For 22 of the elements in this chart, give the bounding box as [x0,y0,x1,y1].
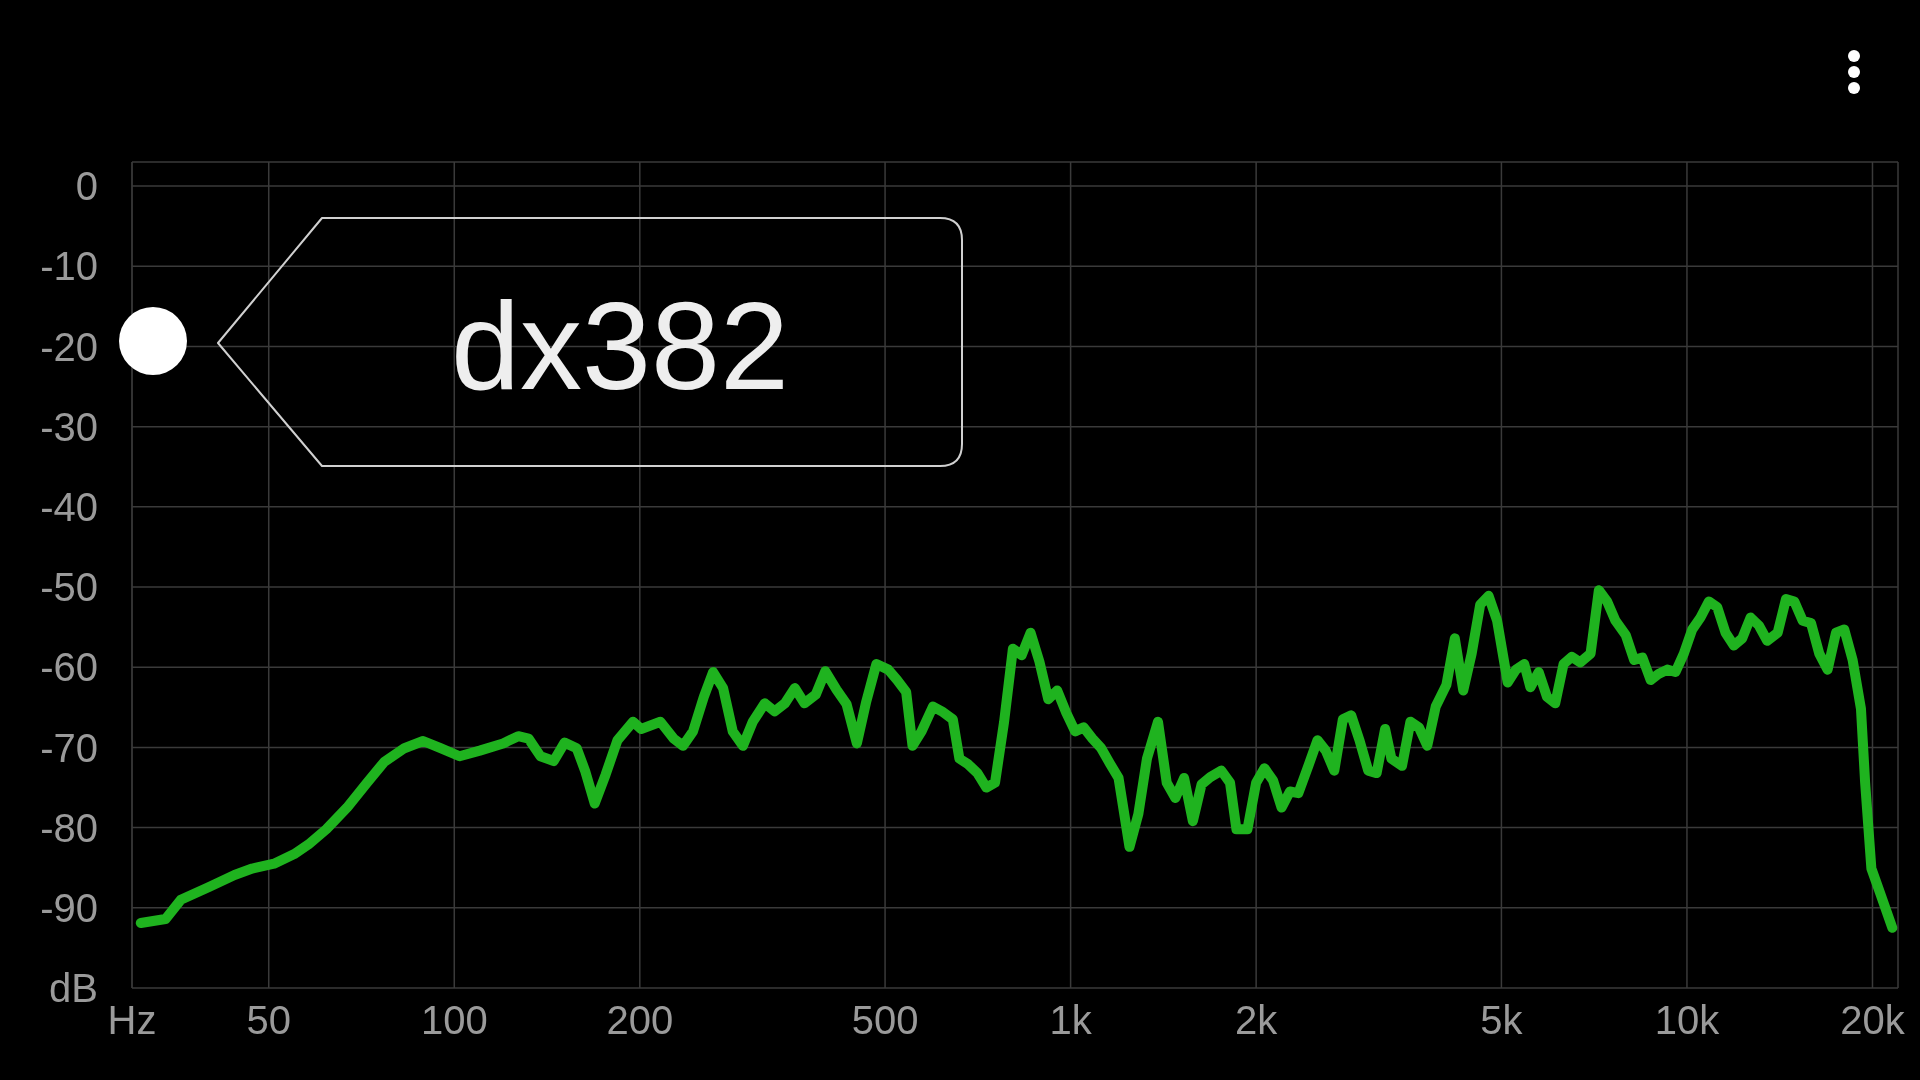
y-tick-label: -70 [40,725,98,770]
x-tick-label: Hz [107,998,157,1043]
x-tick-label: 500 [851,998,919,1043]
x-tick-label: 1k [1049,998,1093,1043]
y-tick-label: -50 [40,565,98,610]
y-tick-label: -60 [40,645,98,690]
y-tick-label: -40 [40,485,98,530]
x-tick-label: 50 [246,998,291,1043]
x-tick-label: 5k [1480,998,1524,1043]
x-tick-label: 10k [1654,998,1721,1043]
y-tick-label: -80 [40,805,98,850]
x-tick-label: 200 [606,998,674,1043]
y-tick-label: 0 [75,164,98,209]
y-tick-label: -90 [40,886,98,931]
y-tick-label: -30 [40,404,98,449]
x-tick-label: 100 [420,998,488,1043]
x-tick-label: 2k [1235,998,1279,1043]
y-tick-label: dB [49,966,98,1011]
x-tick-label: 20k [1840,998,1906,1043]
y-tick-label: -10 [40,244,98,289]
annotation: dx382 [451,277,789,415]
y-tick-label: -20 [40,324,98,369]
